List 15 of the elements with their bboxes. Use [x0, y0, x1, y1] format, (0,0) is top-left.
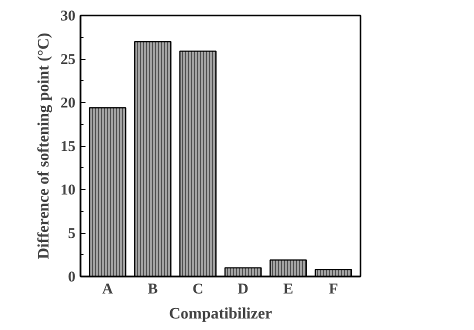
y-tick-label: 15 [60, 139, 76, 155]
y-tick-label: 20 [60, 96, 76, 112]
y-tick-label: 5 [68, 226, 76, 242]
y-tick-label: 30 [60, 8, 76, 24]
x-tick-label: F [328, 282, 338, 298]
x-axis-title: Compatibilizer [168, 306, 272, 322]
y-axis-title: Difference of softening point (°C) [36, 32, 52, 260]
y-tick-label: 25 [60, 52, 76, 68]
x-tick-label: D [238, 282, 249, 298]
y-tick-label: 10 [60, 182, 76, 198]
x-tick-label: B [148, 282, 158, 298]
x-tick-label: A [102, 282, 114, 298]
y-tick-label: 0 [68, 270, 76, 286]
x-tick-label: E [283, 282, 294, 298]
x-tick-label: C [192, 282, 204, 298]
